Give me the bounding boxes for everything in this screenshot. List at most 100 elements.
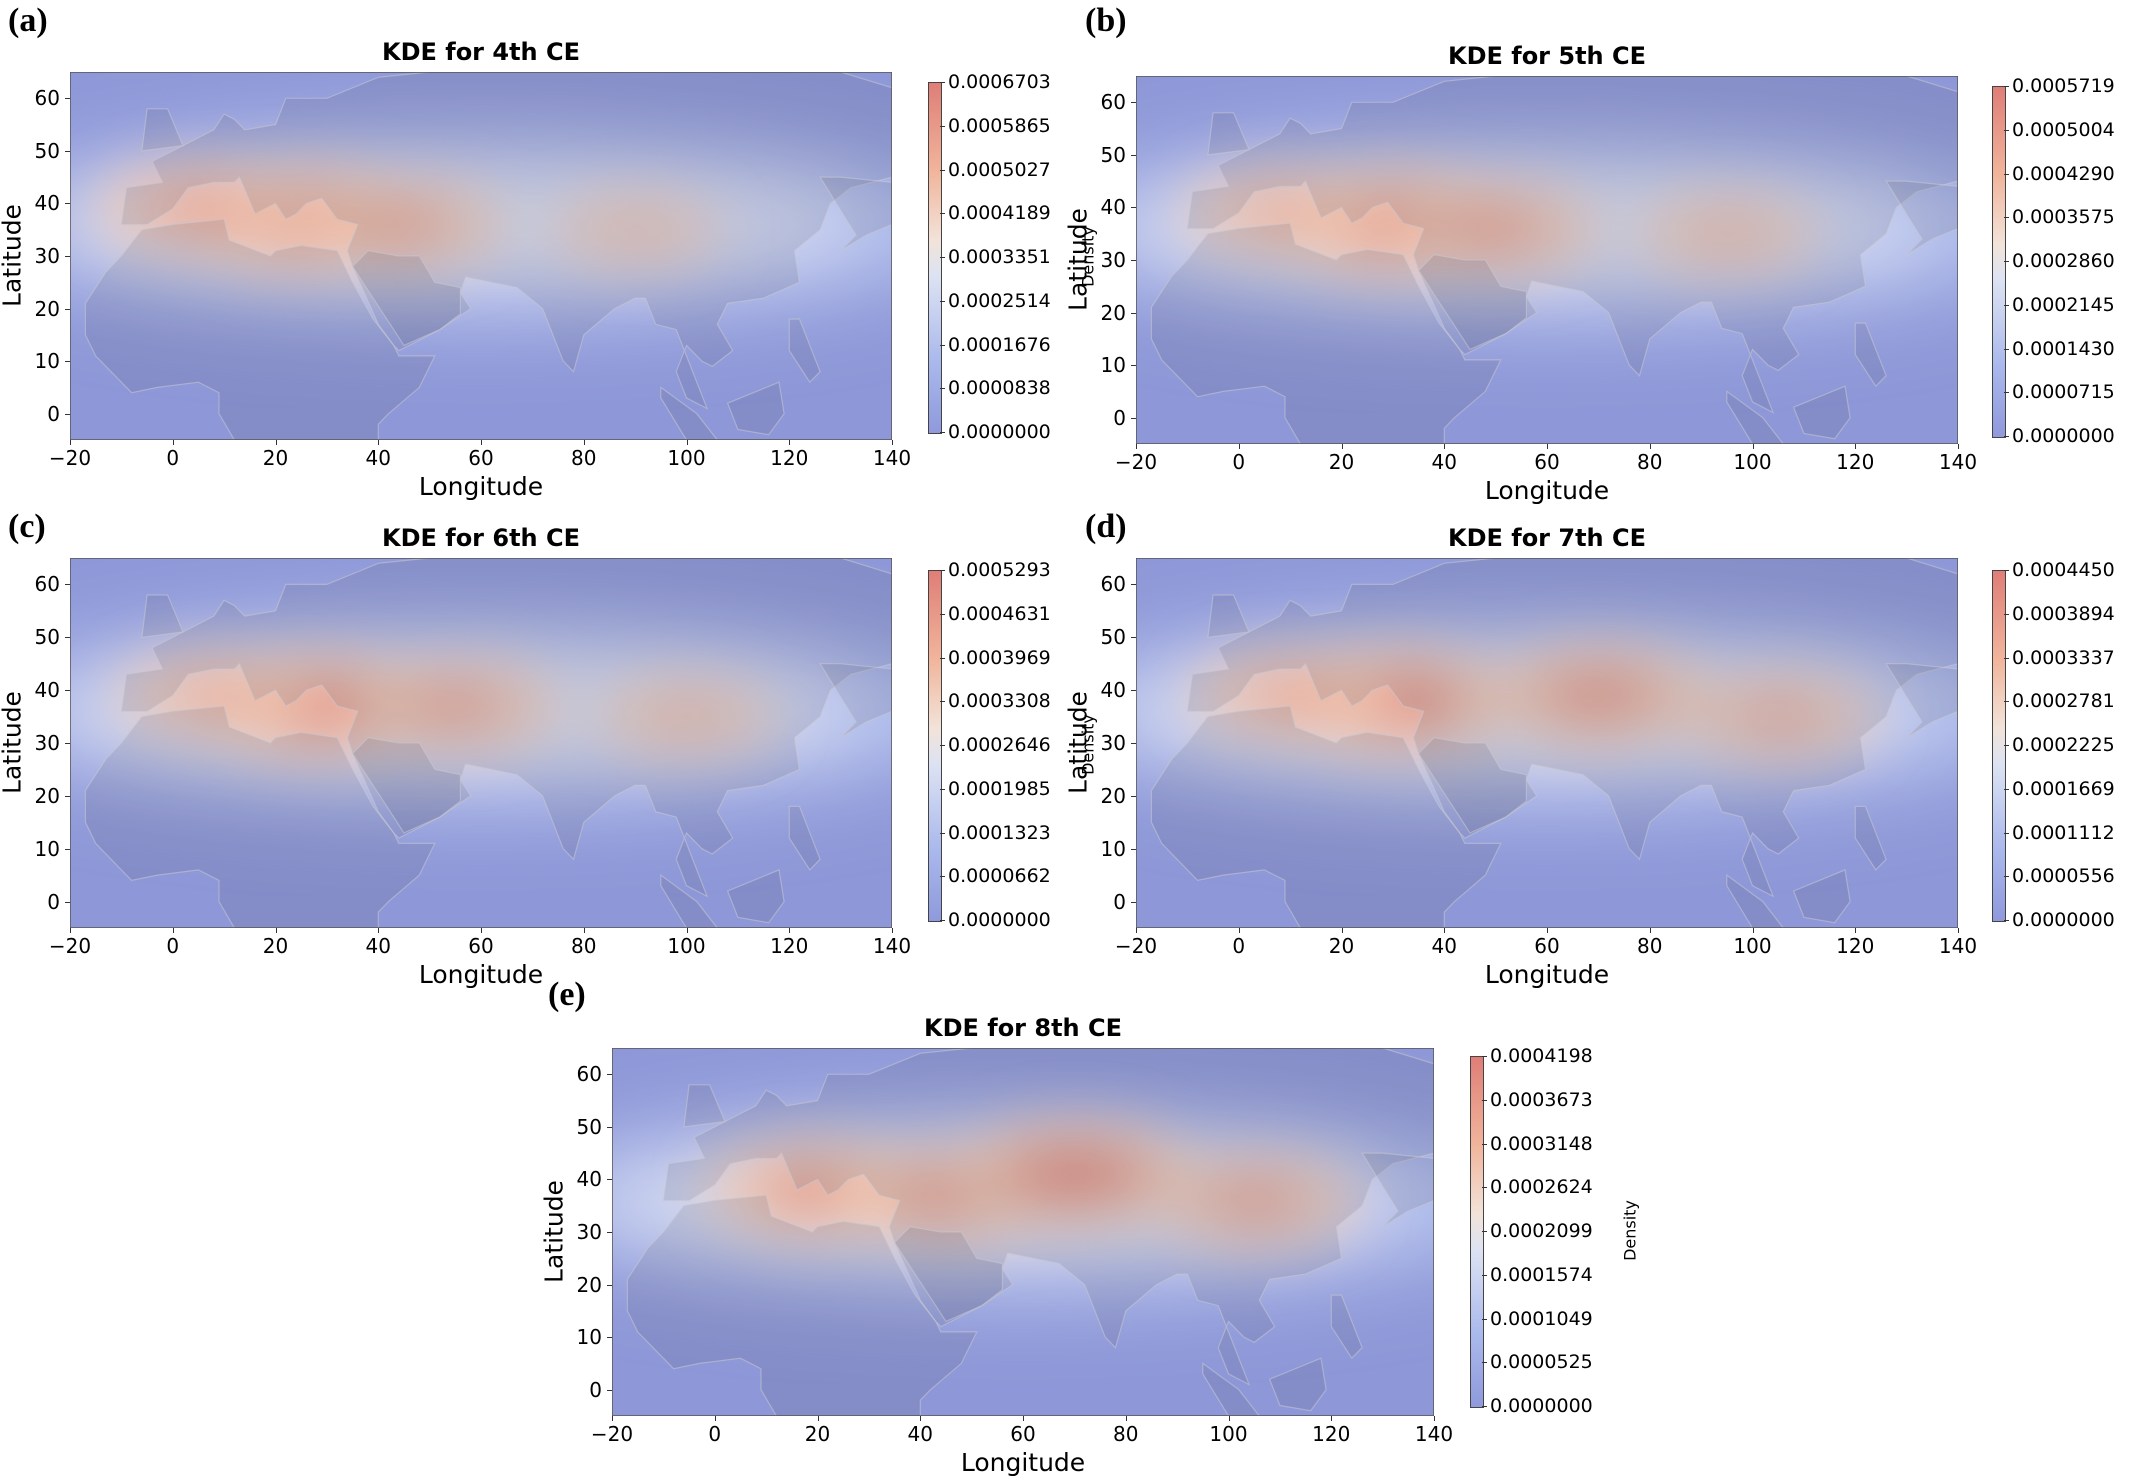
x-tick-label: 20 [262, 446, 289, 470]
land-polygon [1792, 869, 1851, 924]
y-tick-label: 20 [1100, 783, 1126, 808]
land-polygon [626, 1194, 978, 1416]
colorbar-tick-label: 0.0005865 [948, 114, 1051, 137]
hotspot-core [1004, 1146, 1145, 1203]
x-tick-label: 0 [166, 934, 180, 958]
x-tick-mark [817, 1416, 819, 1421]
x-tick-mark [378, 440, 380, 445]
x-axis-label: Longitude [418, 960, 544, 989]
x-tick-label: 40 [1431, 934, 1457, 958]
colorbar-tick-mark [940, 82, 945, 83]
colorbar [928, 570, 942, 922]
y-tick-label: 0 [1113, 405, 1126, 430]
y-tick-label: 10 [34, 836, 60, 861]
x-tick-label: 100 [667, 446, 706, 470]
panel-label: (c) [8, 508, 46, 545]
y-tick-mark [607, 1284, 612, 1286]
colorbar-tick-label: 0.0000556 [2012, 865, 2115, 888]
x-tick-label: 20 [262, 934, 289, 958]
colorbar-tick-mark [940, 388, 945, 390]
x-tick-mark [920, 1416, 922, 1421]
land-polygon [120, 558, 892, 898]
colorbar-tick-label: 0.0001323 [948, 821, 1051, 844]
colorbar-tick-mark [2004, 217, 2009, 219]
y-tick-mark [1131, 690, 1136, 692]
x-tick-label: 0 [1232, 934, 1246, 958]
y-tick-label: 50 [34, 625, 60, 650]
y-tick-mark [65, 795, 70, 797]
land-polygon [141, 108, 184, 152]
y-tick-label: 0 [589, 1377, 602, 1402]
x-tick-mark [686, 928, 688, 933]
colorbar-tick-label: 0.0002225 [2012, 734, 2115, 756]
hotspot-core [655, 703, 718, 730]
y-tick-label: 20 [576, 1272, 602, 1297]
x-tick-label: −20 [1114, 450, 1158, 474]
x-tick-label: 140 [872, 934, 912, 958]
x-tick-mark [172, 440, 174, 445]
x-axis-label: Longitude [1484, 476, 1610, 505]
colorbar-tick-mark [940, 745, 945, 746]
x-tick-label: 20 [1328, 450, 1355, 474]
x-tick-mark [481, 928, 482, 933]
y-tick-mark [1131, 154, 1136, 156]
x-tick-mark [1434, 1416, 1435, 1421]
x-tick-label: 140 [1938, 450, 1978, 474]
kde-heatmap-plot [612, 1048, 1434, 1416]
land-polygon [1186, 558, 1958, 898]
colorbar-tick-label: 0.0001430 [2012, 337, 2115, 360]
density-hotspots [1188, 644, 1878, 762]
colorbar-tick-label: 0.0003673 [1490, 1088, 1593, 1111]
hotspot-core [171, 678, 256, 713]
colorbar-tick-label: 0.0005293 [948, 559, 1051, 581]
x-tick-mark [1649, 444, 1651, 449]
colorbar-tick-label: 0.0002860 [2012, 250, 2115, 272]
y-tick-label: 30 [34, 244, 60, 268]
land-polygon [351, 250, 461, 347]
land-polygon [1854, 805, 1887, 871]
x-tick-label: −20 [590, 1422, 634, 1446]
colorbar-tick-mark [1482, 1318, 1487, 1320]
y-tick-mark [1131, 207, 1136, 209]
x-tick-mark [1444, 928, 1446, 933]
x-tick-mark [583, 928, 585, 933]
y-tick-label: 60 [1100, 572, 1126, 597]
x-tick-label: 0 [1232, 450, 1246, 474]
x-tick-mark [686, 440, 688, 445]
colorbar-tick-mark [2004, 173, 2009, 175]
x-tick-label: 100 [1209, 1422, 1248, 1446]
x-tick-mark [1228, 1416, 1230, 1421]
y-tick-mark [1131, 260, 1136, 261]
colorbar-tick-label: 0.0005719 [2012, 75, 2115, 97]
land-polygon [1268, 1357, 1327, 1412]
x-tick-label: 60 [1534, 450, 1560, 474]
hotspot-core [1695, 221, 1759, 247]
y-tick-label: 30 [34, 731, 60, 755]
colorbar-tick-mark [2004, 876, 2009, 878]
hotspot-core [1237, 195, 1322, 230]
colorbar-tick-mark [1482, 1274, 1487, 1276]
y-tick-label: 30 [1100, 731, 1126, 755]
y-axis-label: Latitude [1063, 691, 1093, 794]
y-tick-label: 20 [34, 783, 60, 808]
land-polygon [84, 705, 436, 928]
colorbar-tick-label: 0.0000838 [948, 377, 1051, 400]
x-tick-mark [892, 928, 893, 933]
colorbar-tick-label: 0.0003969 [948, 646, 1051, 669]
chart-title: KDE for 5th CE [1447, 42, 1646, 70]
x-tick-mark [583, 440, 585, 445]
colorbar-tick-label: 0.0003351 [948, 246, 1051, 268]
y-tick-mark [65, 584, 70, 586]
y-tick-mark [607, 1389, 612, 1391]
x-tick-mark [275, 440, 277, 445]
land-polygon [819, 663, 892, 739]
y-tick-label: 0 [47, 401, 60, 426]
colorbar-tick-mark [2004, 304, 2009, 306]
y-tick-label: 10 [1100, 353, 1126, 378]
x-tick-mark [612, 1416, 613, 1421]
y-tick-mark [1131, 795, 1136, 797]
y-tick-mark [1131, 743, 1136, 744]
y-tick-label: 10 [34, 349, 60, 374]
x-tick-mark [1547, 444, 1548, 449]
colorbar-tick-label: 0.0002624 [1490, 1176, 1593, 1199]
